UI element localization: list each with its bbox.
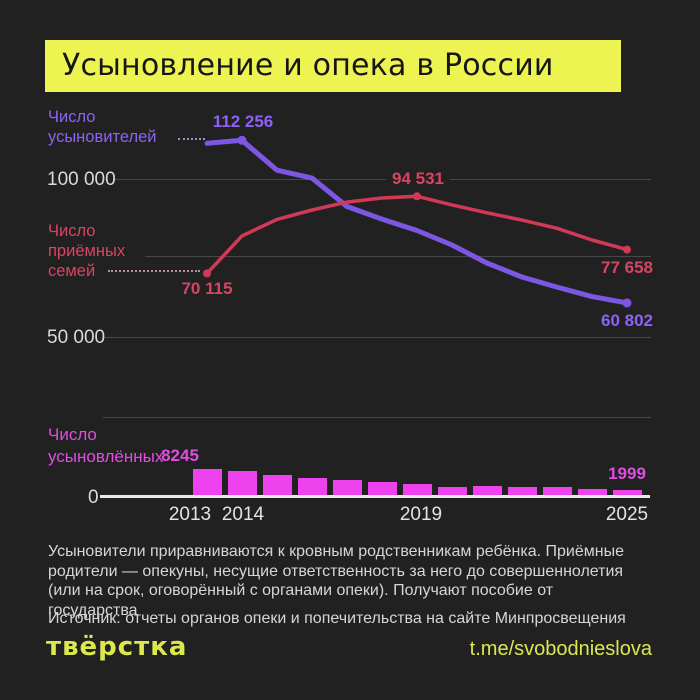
source-text: Источник: отчеты органов опеки и попечит…	[48, 610, 626, 627]
gridline-25000	[103, 416, 651, 418]
adopters-peak-value: 112 256	[212, 112, 274, 131]
gridline-100000	[114, 178, 651, 180]
adopted-last-value: 1999	[608, 464, 646, 483]
foster-peak-value: 94 531	[386, 169, 450, 189]
line-chart	[203, 135, 632, 308]
adopted-first-value: 8245	[161, 446, 199, 465]
foster-series-label: Число приёмных семей	[48, 222, 126, 280]
bar-2015	[262, 474, 292, 497]
bar-2016	[297, 478, 327, 497]
adopters-line	[204, 137, 630, 306]
foster-point-marker	[623, 245, 631, 254]
bar-2023	[542, 487, 572, 497]
ytick-50000: 50 000	[47, 327, 106, 348]
xtick-2013: 2013	[168, 504, 212, 525]
adopters-leader-dots	[178, 138, 205, 140]
x-axis-line	[100, 495, 650, 498]
adopters-point-marker	[622, 298, 632, 308]
gridline-75000	[145, 256, 651, 257]
foster-point-marker	[203, 269, 211, 278]
bar-2022	[507, 486, 537, 497]
foster-point-marker	[413, 192, 421, 201]
xtick-2019: 2019	[399, 504, 443, 525]
adopted-series-label: Число усыновлённых	[48, 425, 164, 466]
bar-2025	[612, 489, 642, 497]
ytick-100000: 100 000	[47, 169, 116, 190]
page-title: Усыновление и опека в России	[45, 40, 621, 92]
bar-2014	[227, 470, 257, 497]
bar-2019	[402, 483, 432, 497]
foster-start-value: 70 115	[181, 279, 233, 298]
telegram-handle[interactable]: t.me/svobodnieslova	[469, 638, 652, 660]
foster-line	[205, 194, 629, 276]
bar-2024	[577, 489, 607, 497]
foster-end-value: 77 658	[601, 258, 653, 277]
verstka-logo: твёрстка	[46, 632, 188, 662]
foster-leader-dots	[108, 270, 200, 272]
xtick-2025: 2025	[605, 504, 649, 525]
bar-chart	[100, 440, 660, 497]
xtick-2014: 2014	[221, 504, 265, 525]
bar-2018	[367, 481, 397, 497]
bar-2013	[192, 469, 222, 497]
adopters-series-label: Число усыновителей	[48, 108, 157, 146]
description-text: Усыновители приравниваются к кровным род…	[48, 543, 624, 619]
bar-2020	[437, 486, 467, 497]
adopters-end-value: 60 802	[601, 311, 653, 330]
adopters-point-marker	[237, 135, 247, 145]
ytick-0: 0	[88, 487, 99, 508]
bar-2021	[472, 485, 502, 497]
gridline-50000	[103, 337, 651, 338]
bar-2017	[332, 479, 362, 497]
